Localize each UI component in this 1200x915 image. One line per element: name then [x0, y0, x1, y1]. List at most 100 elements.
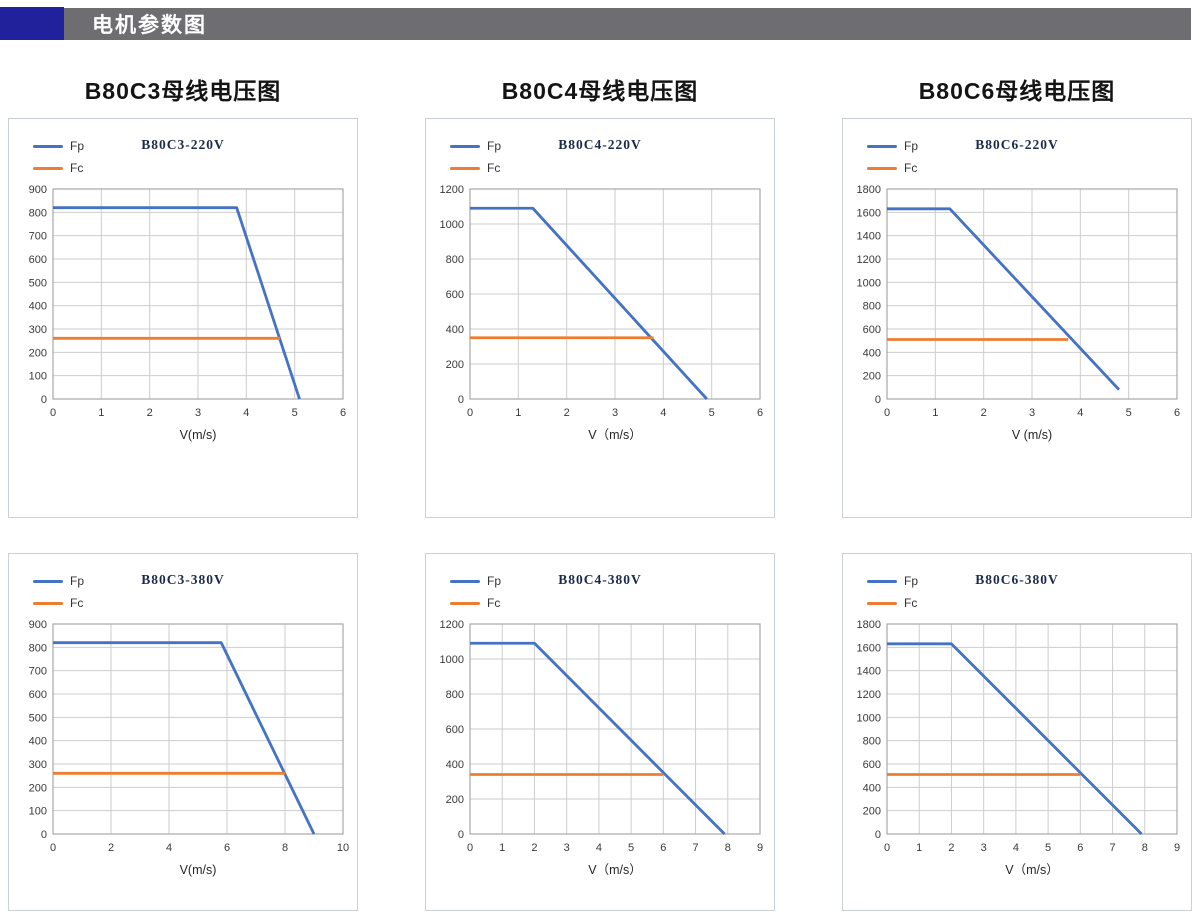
svg-text:0: 0	[41, 829, 47, 841]
x-tick-labels: 0 1 2 3 4 5 6 7 8 9	[884, 842, 1180, 854]
chart-plot-b80c6-220v: 0 200 400 600 800 1000 1200 1400 1600 1800 0 1 2 3 4 5 6…	[857, 184, 1181, 442]
x-axis-label: V（m/s）	[588, 428, 641, 442]
chart-plot-b80c3-220v: 0 100 200 300 400 500 600 700 800 900 0 1 2 3 4 5 6 V(m/s…	[29, 184, 346, 442]
svg-text:800: 800	[863, 736, 881, 748]
gridlines	[470, 623, 761, 834]
svg-text:1: 1	[499, 842, 505, 854]
svg-text:1200: 1200	[857, 689, 881, 701]
svg-text:1: 1	[98, 407, 104, 419]
svg-text:0: 0	[467, 407, 473, 419]
fc-line-swatch	[33, 601, 63, 605]
svg-text:2: 2	[108, 842, 114, 854]
svg-text:200: 200	[863, 806, 881, 818]
svg-text:200: 200	[446, 359, 464, 371]
svg-text:2: 2	[981, 407, 987, 419]
legend-label-fp: Fp	[904, 574, 919, 588]
svg-text:6: 6	[340, 407, 346, 419]
svg-text:0: 0	[50, 407, 56, 419]
svg-text:0: 0	[458, 829, 464, 841]
svg-text:6: 6	[660, 842, 666, 854]
legend: Fp Fc	[867, 135, 918, 179]
legend-label-fp: Fp	[70, 574, 85, 588]
charts-row-220v: Fp Fc B80C3-220V 0 100 200 300 400 500 600 700 8…	[0, 118, 1200, 518]
svg-text:900: 900	[29, 184, 47, 196]
svg-text:100: 100	[29, 371, 47, 383]
x-tick-labels: 0 1 2 3 4 5 6	[50, 407, 346, 419]
gridlines	[887, 188, 1178, 399]
y-tick-labels: 0 100 200 300 400 500 600 700 800 900	[29, 184, 47, 406]
plot-border	[886, 188, 1178, 400]
legend: Fp Fc	[33, 135, 84, 179]
chart-title: B80C4-220V	[558, 137, 642, 152]
legend-item-fc: Fc	[450, 592, 501, 614]
svg-text:0: 0	[50, 842, 56, 854]
header-bar: 电机参数图	[64, 8, 1191, 40]
column-title-b80c4: B80C4母线电压图	[501, 78, 699, 104]
fp-line-swatch	[867, 144, 897, 148]
series-Fp-line	[53, 206, 301, 400]
x-tick-labels: 0 1 2 3 4 5 6 7 8 9	[467, 842, 763, 854]
svg-text:9: 9	[1174, 842, 1180, 854]
svg-text:200: 200	[446, 794, 464, 806]
page-title: 电机参数图	[92, 14, 207, 37]
legend-label-fp: Fp	[487, 139, 502, 153]
svg-text:6: 6	[1174, 407, 1180, 419]
svg-text:1000: 1000	[857, 712, 881, 724]
legend-label-fc: Fc	[487, 596, 501, 610]
svg-text:2: 2	[948, 842, 954, 854]
legend-label-fp: Fp	[487, 574, 502, 588]
plot-border	[52, 188, 344, 400]
fp-line-swatch	[450, 144, 480, 148]
column-titles-row: B80C3母线电压图 B80C4母线电压图 B80C6母线电压图	[0, 72, 1200, 106]
series-Fp-line	[470, 206, 708, 400]
svg-text:8: 8	[725, 842, 731, 854]
x-axis-label: V(m/s)	[180, 428, 217, 442]
svg-text:1: 1	[515, 407, 521, 419]
legend: Fp Fc	[867, 570, 918, 614]
svg-text:5: 5	[1126, 407, 1132, 419]
svg-text:6: 6	[757, 407, 763, 419]
svg-text:800: 800	[29, 642, 47, 654]
svg-text:0: 0	[884, 842, 890, 854]
fc-line-swatch	[867, 166, 897, 170]
svg-text:4: 4	[1013, 842, 1019, 854]
legend-item-fp: Fp	[867, 135, 918, 157]
svg-text:800: 800	[446, 689, 464, 701]
svg-text:0: 0	[467, 842, 473, 854]
legend-item-fc: Fc	[33, 157, 84, 179]
svg-text:600: 600	[863, 324, 881, 336]
fp-line-swatch	[867, 579, 897, 583]
svg-text:8: 8	[282, 842, 288, 854]
y-tick-labels: 0 200 400 600 800 1000 1200	[440, 184, 464, 406]
svg-text:1000: 1000	[440, 654, 464, 666]
svg-text:400: 400	[29, 736, 47, 748]
fc-line-swatch	[867, 601, 897, 605]
fp-line-swatch	[33, 579, 63, 583]
svg-text:3: 3	[981, 842, 987, 854]
svg-text:1800: 1800	[857, 184, 881, 196]
legend-item-fp: Fp	[33, 135, 84, 157]
svg-text:100: 100	[29, 806, 47, 818]
series-Fp-line	[53, 641, 316, 835]
svg-text:900: 900	[29, 619, 47, 631]
svg-text:1400: 1400	[857, 231, 881, 243]
svg-text:1200: 1200	[857, 254, 881, 266]
svg-text:4: 4	[660, 407, 666, 419]
legend-label-fc: Fc	[487, 161, 501, 175]
header-accent-square	[0, 7, 64, 40]
fp-line-swatch	[33, 144, 63, 148]
svg-text:5: 5	[1045, 842, 1051, 854]
svg-text:800: 800	[29, 207, 47, 219]
svg-text:7: 7	[1109, 842, 1115, 854]
plot-border	[886, 623, 1178, 835]
legend-label-fc: Fc	[70, 596, 84, 610]
svg-text:2: 2	[564, 407, 570, 419]
svg-text:8: 8	[1142, 842, 1148, 854]
svg-text:2: 2	[147, 407, 153, 419]
svg-text:4: 4	[596, 842, 602, 854]
legend: Fp Fc	[450, 570, 501, 614]
svg-text:1: 1	[932, 407, 938, 419]
series-Fp-line	[470, 641, 726, 835]
y-tick-labels: 0 200 400 600 800 1000 1200 1400 1600 1800	[857, 184, 881, 406]
page-header: 电机参数图	[0, 7, 1196, 40]
